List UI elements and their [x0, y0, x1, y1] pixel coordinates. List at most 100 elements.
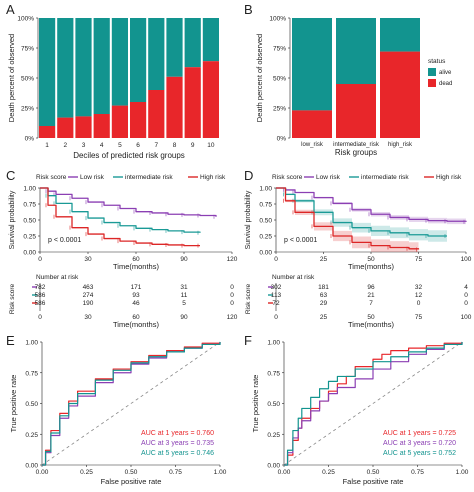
panel-letter-f: F: [244, 333, 252, 348]
f-xtick-label: 0.25: [322, 469, 335, 476]
d-ytick-label: 0.75: [259, 202, 272, 209]
a-ytick-label: 75%: [21, 46, 34, 53]
c-risktable-xtick: 60: [132, 314, 140, 321]
f-xtick-label: 0.50: [367, 469, 380, 476]
d-risktable-xtick: 0: [274, 314, 278, 321]
e-roc-curve-3: [42, 342, 221, 466]
panel-letter-c: C: [6, 168, 15, 183]
d-risktable-cell: 63: [320, 292, 328, 299]
c-risktable-cell: 586: [35, 292, 46, 299]
a-bar-dead: [166, 76, 183, 138]
f-auc-label-3: AUC at 5 years = 0.752: [383, 450, 456, 457]
b-bar-dead: [292, 110, 332, 138]
c-xtick-label: 90: [180, 256, 188, 263]
panel-letter-a: A: [6, 2, 15, 17]
d-ci-band-1: [276, 188, 466, 225]
e-diagonal-reference: [41, 341, 221, 466]
a-x-axis-label: Deciles of predicted risk groups: [73, 151, 185, 160]
f-ytick-label: 0.25: [267, 432, 280, 439]
d-legend-title: Risk score: [272, 174, 303, 181]
d-curve-1: [276, 187, 467, 222]
e-xtick-label: 0.25: [80, 469, 93, 476]
d-risktable-ylabel: Risk score: [245, 283, 252, 314]
e-ytick-label: 0.25: [25, 432, 38, 439]
a-ytick-label: 25%: [21, 106, 34, 113]
d-legend-label: Low risk: [316, 174, 341, 181]
d-xtick-label: 25: [320, 256, 328, 263]
panel-letter-d: D: [244, 168, 253, 183]
c-x-axis-label: Time(months): [113, 262, 159, 271]
b-legend-label: dead: [439, 81, 452, 87]
f-ytick-label: 0.75: [267, 370, 280, 377]
d-ci-band-2: [276, 188, 447, 242]
c-risktable-xtick: 30: [84, 314, 92, 321]
c-ytick-label: 1.00: [23, 186, 36, 193]
d-risktable-cell: 4: [464, 284, 468, 291]
d-risktable-cell: 72: [272, 300, 280, 307]
d-ytick-label: 1.00: [259, 186, 272, 193]
e-y-axis-label: True positive rate: [9, 375, 18, 433]
d-risktable-cell: 302: [271, 284, 282, 291]
f-diagonal-reference: [283, 341, 463, 466]
a-xtick-label: 9: [191, 142, 195, 149]
d-xtick-label: 0: [274, 256, 278, 263]
f-ytick-label: 0.50: [267, 401, 280, 408]
b-ytick-label: 0%: [277, 136, 287, 143]
e-ytick-label: 0.00: [25, 463, 38, 470]
c-risktable-cell: 171: [131, 284, 142, 291]
c-legend-label: Low risk: [80, 174, 105, 181]
c-risktable-cell: 5: [182, 300, 186, 307]
a-bar-dead: [111, 105, 128, 138]
c-risktable-cell: 586: [35, 300, 46, 307]
d-xtick-label: 100: [461, 256, 472, 263]
a-bar-dead: [57, 117, 74, 138]
d-risktable-xlabel: Time(months): [348, 320, 394, 329]
c-ytick-label: 0.00: [23, 250, 36, 257]
a-ytick-label: 100%: [17, 16, 34, 23]
c-xtick-label: 30: [84, 256, 92, 263]
b-xtick-label: low_risk: [301, 142, 324, 148]
a-xtick-label: 10: [207, 142, 215, 149]
a-bar-dead: [184, 67, 201, 138]
b-bar-alive: [336, 18, 376, 84]
a-ytick-label: 0%: [25, 136, 35, 143]
d-ytick-label: 0.00: [259, 250, 272, 257]
d-risktable-cell: 0: [464, 292, 468, 299]
c-risktable-cell: 46: [132, 300, 140, 307]
c-legend-label: High risk: [200, 174, 226, 181]
f-xtick-label: 0.75: [411, 469, 424, 476]
c-risktable-xtick: 0: [38, 314, 42, 321]
a-bar-alive: [75, 18, 92, 117]
f-x-axis-label: False positive rate: [343, 477, 404, 486]
f-xtick-label: 1.00: [456, 469, 469, 476]
c-risktable-cell: 93: [132, 292, 140, 299]
c-risktable-cell: 11: [181, 292, 188, 299]
a-xtick-label: 5: [118, 142, 122, 149]
c-risktable-cell: 0: [230, 292, 234, 299]
f-xtick-label: 0.00: [278, 469, 291, 476]
e-ytick-label: 0.75: [25, 370, 38, 377]
c-y-axis-label: Survival probability: [9, 190, 16, 249]
a-bar-dead: [93, 114, 110, 138]
b-bar-dead: [380, 51, 420, 138]
e-xtick-label: 0.75: [169, 469, 182, 476]
c-xtick-label: 60: [132, 256, 140, 263]
a-bar-alive: [130, 18, 147, 102]
b-legend-label: alive: [439, 70, 452, 76]
d-risktable-cell: 21: [367, 292, 375, 299]
a-bar-dead: [39, 126, 56, 138]
e-ytick-label: 1.00: [25, 340, 38, 347]
a-y-axis-label: Death percent of observed: [7, 34, 16, 122]
a-bar-alive: [148, 18, 165, 90]
b-legend-title: status: [428, 58, 446, 65]
c-risktable-cell: 190: [83, 300, 94, 307]
c-xtick-label: 0: [38, 256, 42, 263]
a-ytick-label: 50%: [21, 76, 34, 83]
b-x-axis-label: Risk groups: [335, 148, 377, 157]
e-x-axis-label: False positive rate: [101, 477, 162, 486]
d-xtick-label: 50: [367, 256, 375, 263]
c-risktable-title: Number at risk: [36, 274, 79, 281]
d-risktable-cell: 0: [464, 300, 468, 307]
b-xtick-label: intermediate_risk: [333, 142, 380, 148]
d-risktable-cell: 12: [415, 292, 423, 299]
